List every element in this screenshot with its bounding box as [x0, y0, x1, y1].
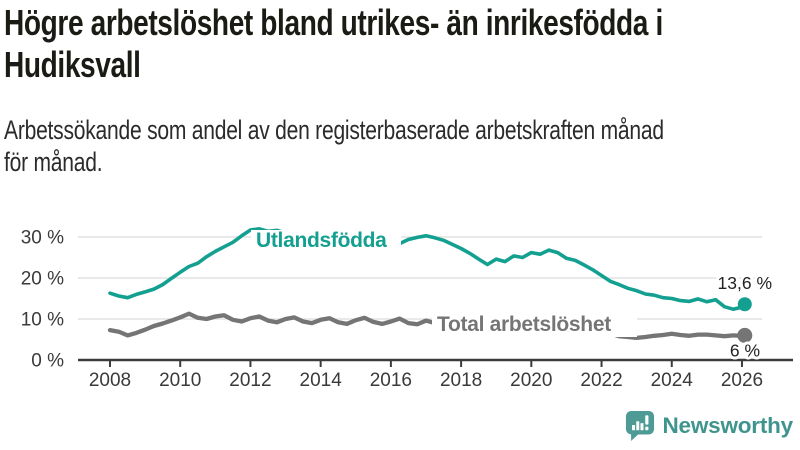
y-axis-label: 0 % [31, 351, 64, 372]
x-axis-label: 2026 [721, 370, 763, 391]
series-line-utlandsfodda [108, 227, 747, 312]
bar-icon-small [632, 425, 636, 431]
series-label: Utlandsfödda [256, 229, 387, 252]
x-axis-label: 2022 [580, 370, 622, 391]
speech-bubble-shape [626, 411, 655, 441]
x-axis-label: 2018 [440, 370, 482, 391]
newsworthy-wordmark: Newsworthy [662, 413, 793, 438]
y-axis-label: 20 % [21, 269, 64, 290]
x-axis-label: 2012 [229, 370, 271, 391]
x-axis-label: 2014 [300, 370, 343, 391]
chart-title: Högre arbetslöshet bland utrikes- än inr… [4, 2, 663, 86]
exclamation-dot-icon [645, 426, 649, 431]
series-end-dot [737, 297, 752, 312]
exclamation-stem-icon [645, 415, 649, 425]
series-line-total [107, 311, 747, 341]
x-axis-label: 2020 [510, 370, 552, 391]
series-label-plate [251, 230, 401, 252]
series-label-plate [432, 314, 637, 337]
chart-subtitle: Arbetssökande som andel av den registerb… [4, 115, 664, 177]
y-axis-label: 30 % [21, 228, 64, 249]
bar-icon-tall [636, 421, 640, 431]
x-axis-label: 2008 [89, 370, 131, 391]
y-axis-label: 10 % [21, 310, 64, 331]
brand-footer: Newsworthy [625, 410, 793, 442]
series-end-value-label: 6 % [730, 341, 760, 361]
x-axis-label: 2024 [651, 370, 694, 391]
series-end-value-label: 13,6 % [718, 273, 772, 293]
bar-icon-mid [640, 423, 644, 431]
x-axis-label: 2016 [370, 370, 412, 391]
newsworthy-chart-bubble-icon [626, 411, 655, 441]
series-end-dot [737, 327, 753, 343]
x-axis-label: 2010 [159, 370, 201, 391]
series-label: Total arbetslöshet [437, 313, 611, 336]
